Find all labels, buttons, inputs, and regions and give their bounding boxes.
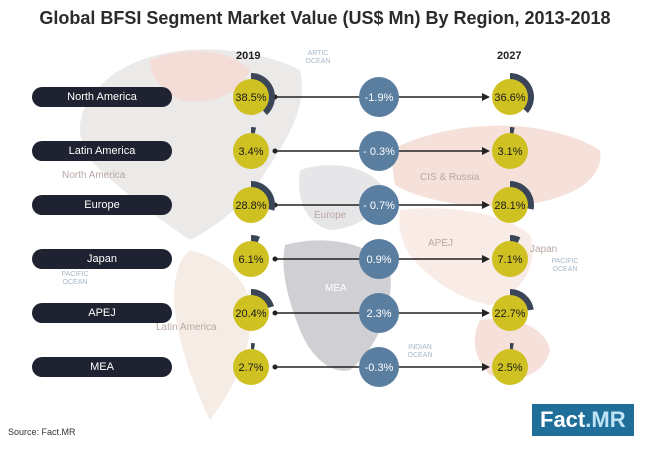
share-circle-2019-europe	[233, 187, 269, 223]
share-circle-2027-latin-america	[492, 133, 528, 169]
ocean-label-arctic: ARTIC OCEAN	[305, 50, 331, 65]
map-north-america-accent	[150, 51, 250, 102]
cagr-label-apej: 2.3%	[366, 308, 391, 320]
region-pill-japan: Japan	[32, 249, 172, 269]
ocean-label-pacific-right: PACIFIC OCEAN	[551, 258, 579, 273]
share-label-2019-apej: 20.4%	[235, 308, 266, 320]
share-circle-2019-japan	[233, 241, 269, 277]
logo-text-mr: .MR	[585, 407, 626, 432]
arrow-head-japan	[482, 255, 490, 263]
map-cis-russia	[390, 125, 601, 207]
share-circle-2019-north-america	[233, 79, 269, 115]
ocean-label-pacific-left: PACIFIC OCEAN	[61, 271, 89, 286]
share-circle-2027-apej	[492, 295, 528, 331]
share-circle-2027-japan	[492, 241, 528, 277]
arrow-start-dot-latin-america	[272, 148, 278, 154]
map-label-north-america: North America	[62, 170, 126, 181]
map-label-europe: Europe	[314, 210, 347, 221]
map-label-japan: Japan	[530, 244, 558, 255]
share-circle-2019-latin-america	[233, 133, 269, 169]
share-label-2019-north-america: 38.5%	[235, 92, 266, 104]
year-label-2027: 2027	[497, 50, 522, 62]
map-label-latin-america: Latin America	[156, 322, 217, 333]
region-pill-mea: MEA	[32, 357, 172, 377]
map-label-apej: APEJ	[428, 238, 454, 249]
chart-title: Global BFSI Segment Market Value (US$ Mn…	[39, 8, 611, 28]
logo-text-fact: Fact	[540, 407, 586, 432]
share-label-2027-europe: 28.1%	[494, 200, 525, 212]
cagr-label-north-america: -1.9%	[365, 92, 394, 104]
share-label-2027-mea: 2.5%	[497, 362, 522, 374]
share-label-2019-latin-america: 3.4%	[238, 146, 263, 158]
share-circle-2027-mea	[492, 349, 528, 385]
arrow-start-dot-apej	[272, 310, 278, 316]
ocean-label-indian: INDIAN OCEAN	[407, 344, 433, 359]
map-mea	[283, 240, 391, 371]
share-circle-2027-europe	[492, 187, 528, 223]
cagr-circle-mea	[359, 347, 399, 387]
arrow-start-dot-mea	[272, 364, 278, 370]
region-pill-north-america: North America	[32, 87, 172, 107]
cagr-circle-north-america	[359, 77, 399, 117]
region-pill-europe: Europe	[32, 195, 172, 215]
arrow-head-mea	[482, 363, 490, 371]
cagr-circle-apej	[359, 293, 399, 333]
cagr-label-mea: -0.3%	[365, 362, 394, 374]
cagr-circle-latin-america	[359, 131, 399, 171]
share-label-2019-europe: 28.8%	[235, 200, 266, 212]
cagr-label-europe: - 0.7%	[363, 200, 395, 212]
share-label-2027-north-america: 36.6%	[494, 92, 525, 104]
share-label-2027-apej: 22.7%	[494, 308, 525, 320]
rows-layer: 38.5% -1.9% 36.6% 3.4% - 0.3% 3.1% 28.8% - 0.7%…	[233, 73, 534, 387]
map-apej	[399, 208, 533, 305]
share-circle-2019-apej	[233, 295, 269, 331]
cagr-circle-japan	[359, 239, 399, 279]
factmr-logo: Fact.MR	[532, 404, 634, 436]
share-circle-2027-north-america	[492, 79, 528, 115]
arrow-head-north-america	[482, 93, 490, 101]
share-label-2019-mea: 2.7%	[238, 362, 263, 374]
share-label-2027-japan: 7.1%	[497, 254, 522, 266]
share-label-2019-japan: 6.1%	[238, 254, 263, 266]
year-label-2019: 2019	[236, 50, 261, 62]
arrow-start-dot-japan	[272, 256, 278, 262]
cagr-label-latin-america: - 0.3%	[363, 146, 395, 158]
map-label-cis-russia: CIS & Russia	[420, 172, 480, 183]
source-note: Source: Fact.MR	[8, 427, 76, 437]
arrow-head-apej	[482, 309, 490, 317]
map-label-mea: MEA	[325, 283, 347, 294]
region-pill-latin-america: Latin America	[32, 141, 172, 161]
cagr-circle-europe	[359, 185, 399, 225]
arrow-head-europe	[482, 201, 490, 209]
cagr-label-japan: 0.9%	[366, 254, 391, 266]
share-circle-2019-mea	[233, 349, 269, 385]
arrow-head-latin-america	[482, 147, 490, 155]
region-pill-apej: APEJ	[32, 303, 172, 323]
share-label-2027-latin-america: 3.1%	[497, 146, 522, 158]
map-latin-america	[174, 250, 252, 420]
